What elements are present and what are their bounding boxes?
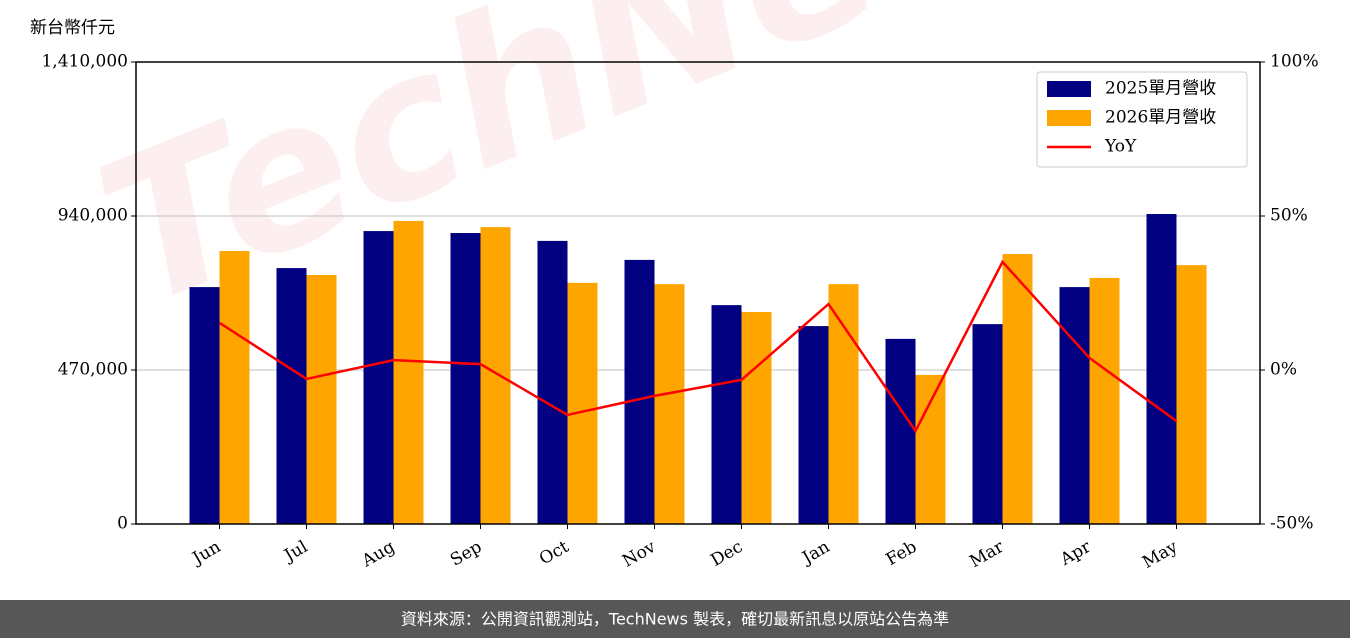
bar xyxy=(624,259,655,524)
y2-tick-label: -50% xyxy=(1270,514,1314,534)
x-tick-label: Jul xyxy=(279,537,311,567)
bar xyxy=(1176,265,1207,524)
y2-tick-label: 50% xyxy=(1270,206,1308,226)
bar xyxy=(1146,214,1177,524)
x-tick-label: Nov xyxy=(619,537,659,572)
yoy-line xyxy=(218,259,1178,434)
bar xyxy=(1002,254,1033,524)
bar xyxy=(537,240,568,524)
legend-swatch xyxy=(1047,110,1091,126)
bar xyxy=(306,274,337,524)
x-tick-label: Feb xyxy=(883,537,921,570)
bar xyxy=(1059,287,1090,524)
bar xyxy=(393,220,424,524)
bar xyxy=(276,268,307,524)
footer-bar xyxy=(0,600,1350,638)
bar xyxy=(972,324,1003,524)
x-tick-label: Apr xyxy=(1056,536,1095,570)
bar xyxy=(1089,277,1120,524)
bar xyxy=(219,251,250,524)
bar xyxy=(189,287,220,524)
x-tick-label: Dec xyxy=(707,537,746,571)
bar xyxy=(915,374,946,524)
bar xyxy=(450,233,481,524)
bar xyxy=(711,305,742,524)
legend-label: 2026單月營收 xyxy=(1105,108,1216,128)
bar xyxy=(567,282,598,524)
y-axis-label: 新台幣仟元 xyxy=(30,18,115,38)
footer: 資料來源：公開資訊觀測站，TechNews 製表，確切最新訊息以原站公告為準 xyxy=(401,610,949,629)
bar xyxy=(363,231,394,525)
x-tick-label: Aug xyxy=(358,537,399,572)
bar xyxy=(480,227,511,524)
x-tick-label: Mar xyxy=(966,536,1008,572)
x-tick-label: Jan xyxy=(797,537,833,569)
x-tick-label: Oct xyxy=(536,537,572,570)
bar xyxy=(798,326,829,524)
bar xyxy=(741,312,772,524)
bar xyxy=(654,284,685,524)
y2-tick-label: 100% xyxy=(1270,52,1319,72)
legend-label: 2025單月營收 xyxy=(1105,79,1216,99)
x-tick-label: May xyxy=(1139,537,1182,573)
y2-tick-label: 0% xyxy=(1270,360,1297,380)
y-tick-label: 470,000 xyxy=(58,360,128,380)
plot-frame xyxy=(135,61,1261,525)
legend-label: YoY xyxy=(1104,137,1137,157)
y-tick-label: 940,000 xyxy=(58,206,128,226)
bar xyxy=(885,338,916,524)
bar xyxy=(828,284,859,524)
x-tick-label: Jun xyxy=(188,537,225,570)
x-tick-label: Sep xyxy=(447,537,485,571)
y-tick-label: 0 xyxy=(117,514,128,534)
y-tick-label: 1,410,000 xyxy=(41,52,128,72)
legend-swatch xyxy=(1047,81,1091,97)
